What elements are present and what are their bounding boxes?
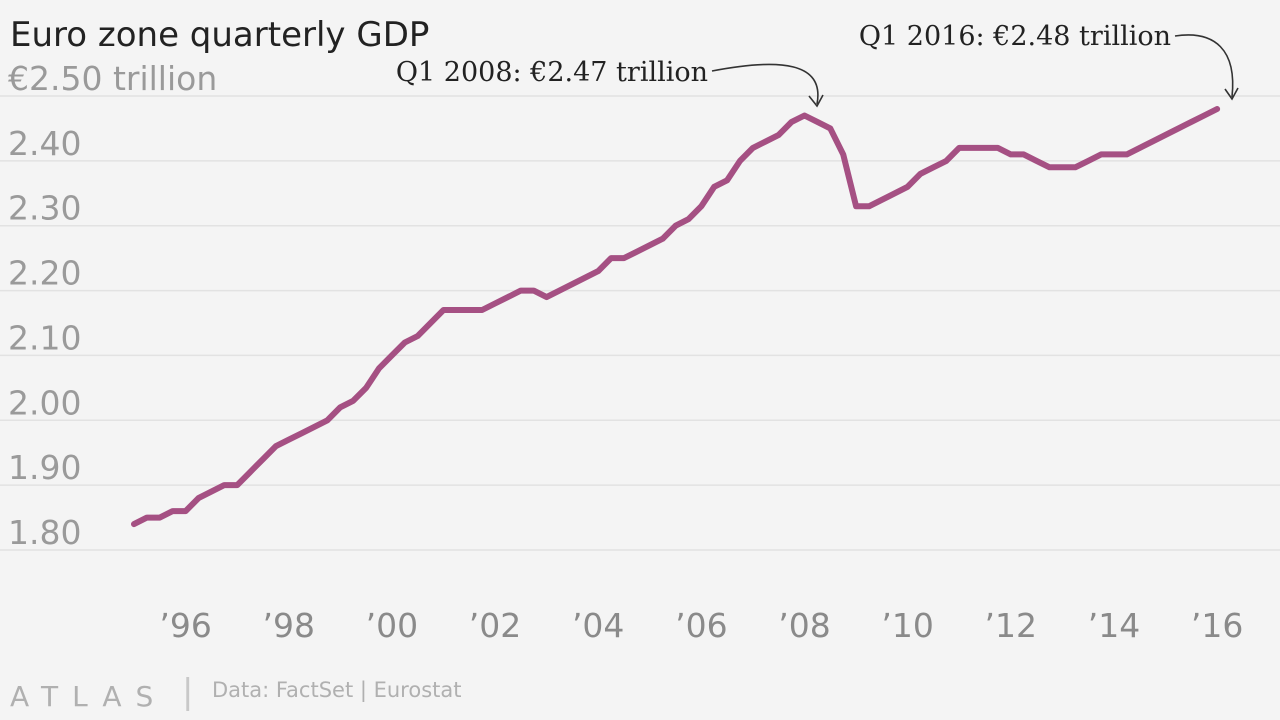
y-tick-label: 2.00: [8, 383, 81, 422]
y-tick-label: €2.50 trillion: [8, 59, 217, 98]
x-tick-label: ’06: [675, 606, 727, 645]
annotation-2008-arrowhead: [808, 94, 824, 108]
y-tick-label: 1.90: [8, 448, 81, 487]
chart-title: Euro zone quarterly GDP: [10, 15, 429, 55]
x-axis-labels: ’96 ’98 ’00 ’02 ’04 ’06 ’08 ’10 ’12 ’14 ’16: [159, 606, 1243, 645]
x-tick-label: ’14: [1088, 606, 1140, 645]
x-tick-label: ’96: [159, 606, 211, 645]
gdp-series-line: [131, 106, 1221, 528]
x-tick-label: ’16: [1191, 606, 1243, 645]
gridlines: [0, 95, 1280, 551]
x-tick-label: ’10: [881, 606, 933, 645]
annotation-2008-arrow: [711, 63, 819, 105]
annotation-2008-label: Q1 2008: €2.47 trillion: [396, 57, 708, 88]
annotation-2016-arrow: [1174, 34, 1234, 98]
y-tick-label: 2.30: [8, 189, 81, 228]
x-tick-label: ’12: [985, 606, 1037, 645]
footer-divider: |: [182, 672, 193, 712]
x-tick-label: ’00: [366, 606, 418, 645]
atlas-logo: ATLAS: [10, 680, 167, 713]
y-axis-labels: 1.80 1.90 2.00 2.10 2.20 2.30 2.40 €2.50 trilli…: [8, 59, 217, 552]
y-tick-label: 1.80: [8, 513, 81, 552]
x-tick-label: ’02: [469, 606, 521, 645]
x-tick-label: ’98: [262, 606, 314, 645]
y-tick-label: 2.10: [8, 318, 81, 357]
annotation-2016-arrowhead: [1224, 87, 1239, 101]
y-tick-label: 2.40: [8, 124, 81, 163]
data-source: Data: FactSet | Eurostat: [212, 678, 461, 703]
annotation-2016-label: Q1 2016: €2.48 trillion: [859, 21, 1171, 52]
x-tick-label: ’08: [778, 606, 830, 645]
x-tick-label: ’04: [572, 606, 624, 645]
y-tick-label: 2.20: [8, 254, 81, 293]
